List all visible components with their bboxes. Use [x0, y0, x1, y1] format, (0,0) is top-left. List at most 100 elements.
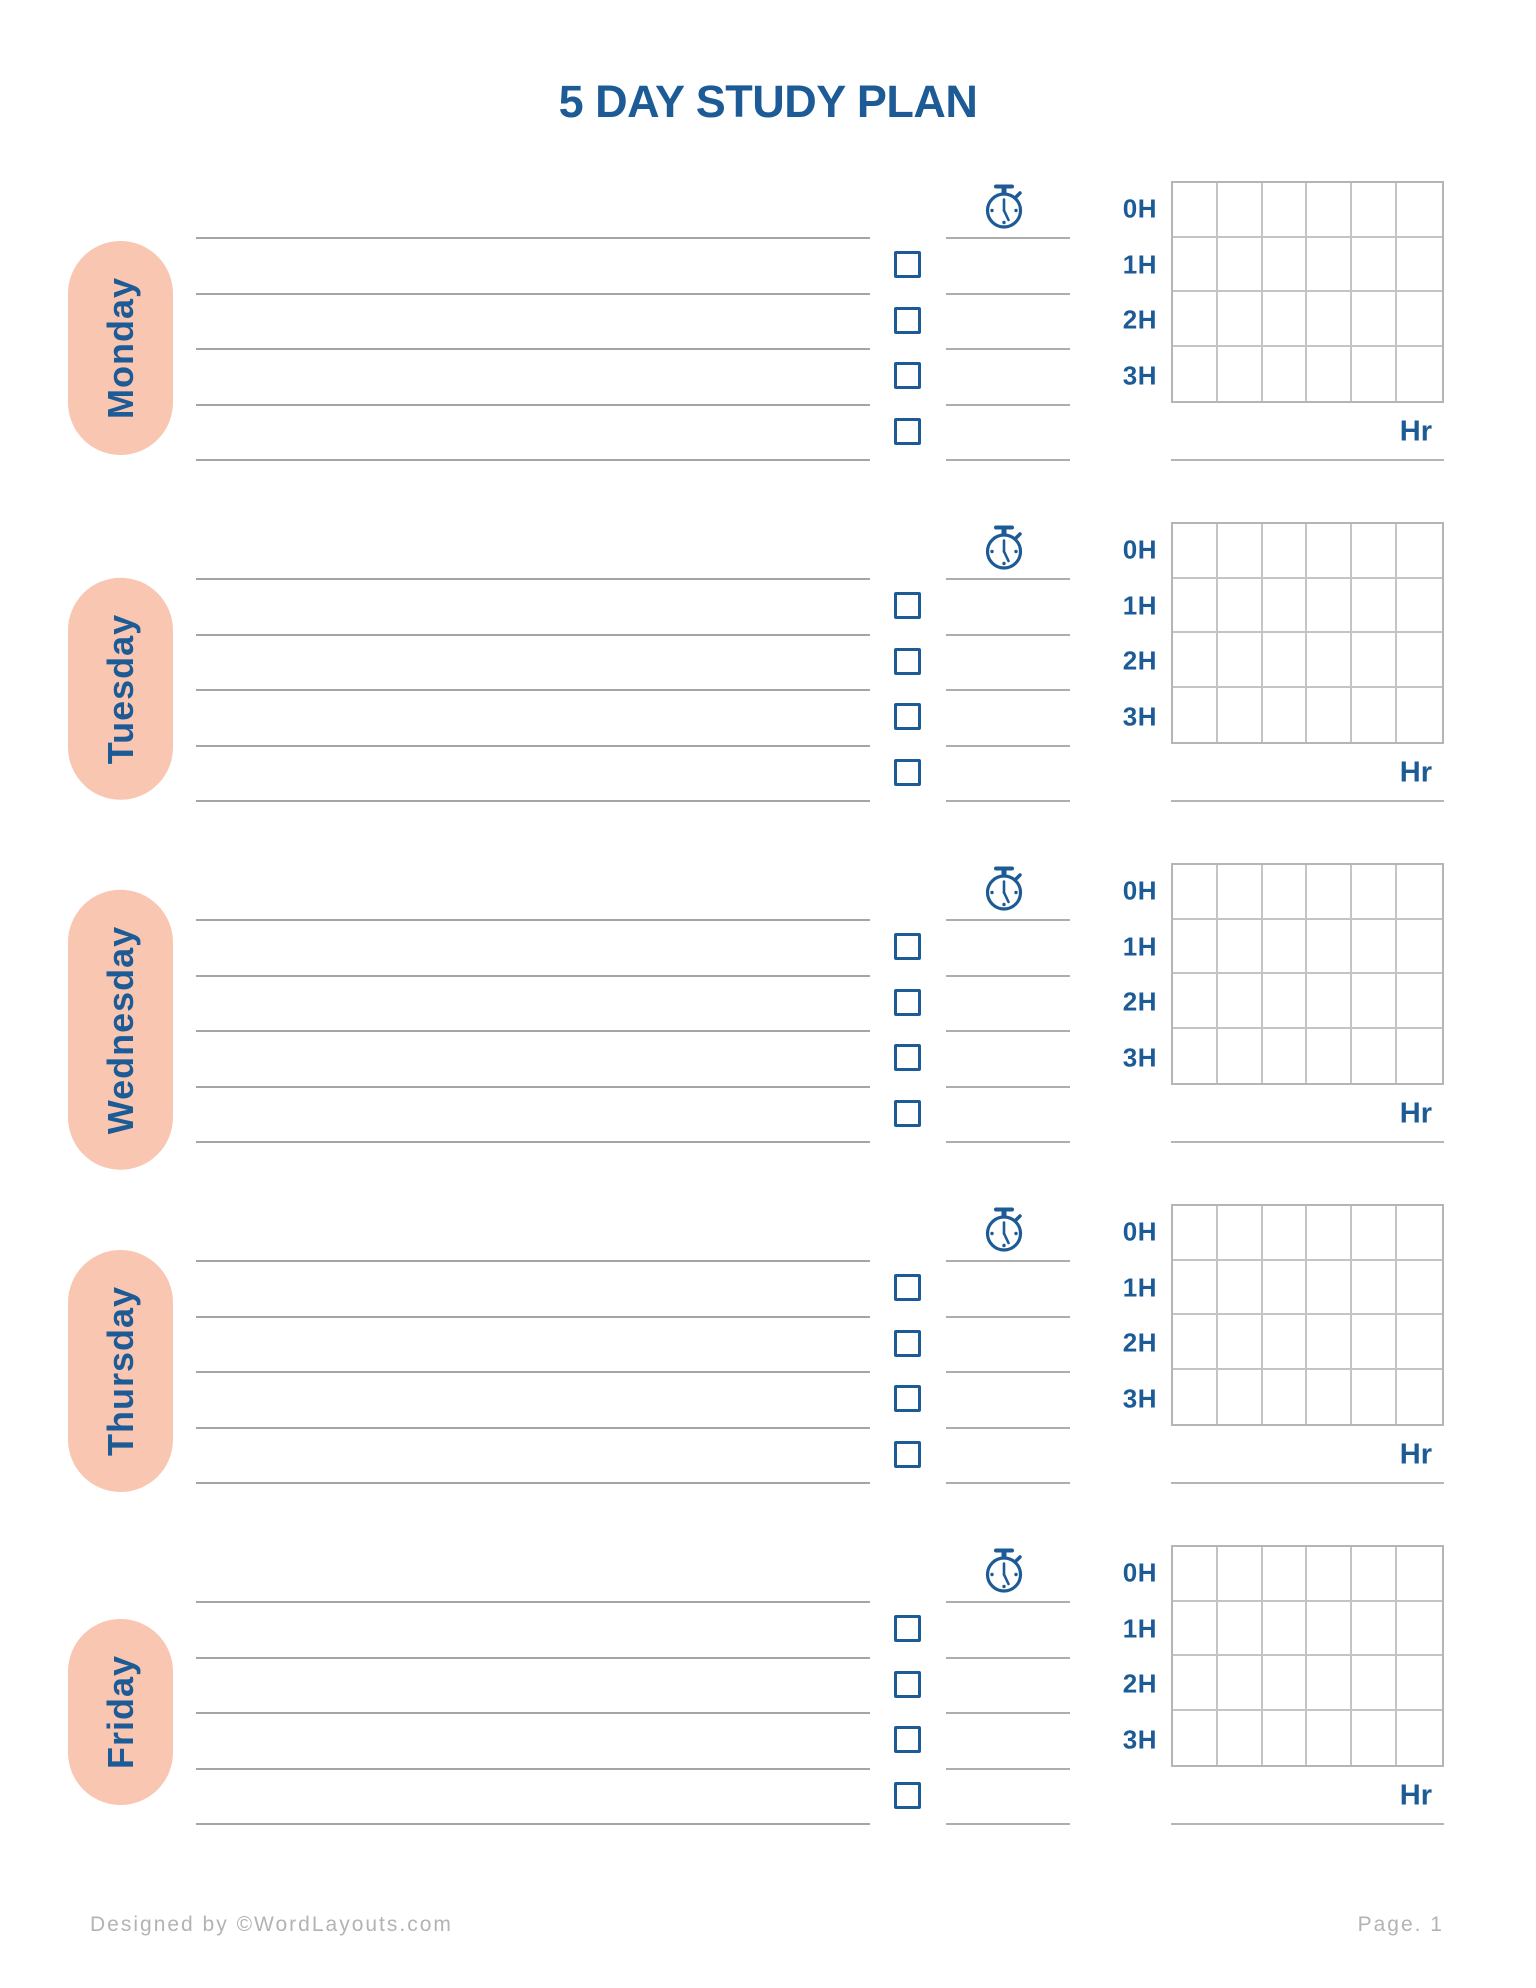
hour-grid-cell[interactable]: [1263, 1369, 1308, 1424]
hour-grid-cell[interactable]: [1262, 524, 1308, 579]
hour-grid-cell[interactable]: [1307, 346, 1353, 401]
hour-grid-cell[interactable]: [1352, 974, 1398, 1029]
hour-grid-cell[interactable]: [1263, 1028, 1308, 1083]
hour-grid-cell[interactable]: [1307, 1710, 1353, 1765]
task-checkbox[interactable]: [894, 1100, 921, 1127]
hour-grid-cell[interactable]: [1307, 1547, 1353, 1602]
task-checkbox[interactable]: [894, 989, 921, 1016]
hour-grid-cell[interactable]: [1173, 1710, 1218, 1765]
hour-grid-cell[interactable]: [1352, 346, 1398, 401]
task-checkbox[interactable]: [894, 1330, 921, 1357]
hour-grid-cell[interactable]: [1307, 919, 1353, 974]
hour-grid-cell[interactable]: [1217, 1206, 1263, 1261]
task-checkbox[interactable]: [894, 362, 921, 389]
hour-grid-cell[interactable]: [1397, 920, 1442, 974]
hour-grid-cell[interactable]: [1218, 1369, 1263, 1424]
hour-grid-cell[interactable]: [1217, 1601, 1263, 1656]
hour-grid-cell[interactable]: [1397, 633, 1442, 688]
hour-grid-cell[interactable]: [1218, 687, 1263, 742]
hour-grid-cell[interactable]: [1262, 1547, 1308, 1602]
hour-grid-cell[interactable]: [1173, 237, 1218, 292]
hour-grid-cell[interactable]: [1217, 524, 1263, 579]
hour-grid-cell[interactable]: [1352, 1315, 1398, 1370]
hour-grid-cell[interactable]: [1307, 1369, 1353, 1424]
hour-grid-cell[interactable]: [1173, 865, 1218, 920]
hour-grid-cell[interactable]: [1217, 292, 1263, 347]
hour-grid-cell[interactable]: [1262, 919, 1308, 974]
hour-grid-cell[interactable]: [1307, 1656, 1353, 1711]
hour-grid-cell[interactable]: [1217, 183, 1263, 238]
hour-grid-cell[interactable]: [1307, 1601, 1353, 1656]
hour-grid-cell[interactable]: [1263, 687, 1308, 742]
hour-grid-cell[interactable]: [1217, 1656, 1263, 1711]
hour-grid-cell[interactable]: [1173, 1028, 1218, 1083]
hour-grid-cell[interactable]: [1352, 578, 1398, 633]
hour-grid-cell[interactable]: [1352, 292, 1398, 347]
hour-grid-cell[interactable]: [1307, 578, 1353, 633]
hour-grid-cell[interactable]: [1218, 346, 1263, 401]
hour-grid-cell[interactable]: [1217, 1260, 1263, 1315]
hour-grid-cell[interactable]: [1307, 865, 1353, 920]
hour-grid-cell[interactable]: [1307, 633, 1353, 688]
hour-grid-cell[interactable]: [1352, 633, 1398, 688]
hour-grid-cell[interactable]: [1173, 974, 1218, 1029]
hour-grid-cell[interactable]: [1397, 238, 1442, 292]
hour-grid-cell[interactable]: [1307, 1315, 1353, 1370]
hour-grid-cell[interactable]: [1173, 919, 1218, 974]
hour-grid-cell[interactable]: [1397, 974, 1442, 1029]
hour-grid-cell[interactable]: [1352, 865, 1398, 920]
hour-grid-cell[interactable]: [1263, 346, 1308, 401]
hour-grid-cell[interactable]: [1352, 1260, 1398, 1315]
hour-grid-cell[interactable]: [1173, 687, 1218, 742]
hour-grid-cell[interactable]: [1352, 1601, 1398, 1656]
hour-grid-cell[interactable]: [1173, 1601, 1218, 1656]
hour-grid-cell[interactable]: [1262, 1260, 1308, 1315]
task-checkbox[interactable]: [894, 759, 921, 786]
hour-grid-cell[interactable]: [1397, 1547, 1442, 1602]
hour-grid-cell[interactable]: [1217, 1547, 1263, 1602]
task-checkbox[interactable]: [894, 933, 921, 960]
hour-grid-cell[interactable]: [1307, 183, 1353, 238]
hour-grid-cell[interactable]: [1173, 1315, 1218, 1370]
hour-grid-cell[interactable]: [1307, 974, 1353, 1029]
hour-grid-cell[interactable]: [1217, 974, 1263, 1029]
hour-grid-cell[interactable]: [1262, 1601, 1308, 1656]
hour-grid-cell[interactable]: [1217, 633, 1263, 688]
hour-grid-cell[interactable]: [1173, 578, 1218, 633]
task-checkbox[interactable]: [894, 1441, 921, 1468]
task-checkbox[interactable]: [894, 1274, 921, 1301]
hour-grid-cell[interactable]: [1397, 1206, 1442, 1261]
hour-grid-cell[interactable]: [1262, 1315, 1308, 1370]
hour-grid-cell[interactable]: [1173, 183, 1218, 238]
hour-grid-cell[interactable]: [1173, 524, 1218, 579]
hour-grid-cell[interactable]: [1397, 1029, 1442, 1084]
hour-grid-cell[interactable]: [1173, 633, 1218, 688]
hour-grid-cell[interactable]: [1173, 292, 1218, 347]
hour-grid-cell[interactable]: [1173, 346, 1218, 401]
hour-grid-cell[interactable]: [1397, 183, 1442, 238]
task-checkbox[interactable]: [894, 1671, 921, 1698]
hour-grid-cell[interactable]: [1352, 1710, 1398, 1765]
hour-grid-cell[interactable]: [1397, 1711, 1442, 1766]
hour-grid-cell[interactable]: [1262, 292, 1308, 347]
hour-grid-cell[interactable]: [1397, 292, 1442, 347]
hour-grid-cell[interactable]: [1262, 865, 1308, 920]
hour-grid-cell[interactable]: [1218, 1710, 1263, 1765]
hour-grid-cell[interactable]: [1218, 1028, 1263, 1083]
task-checkbox[interactable]: [894, 1615, 921, 1642]
hour-grid-cell[interactable]: [1352, 1547, 1398, 1602]
hour-grid-cell[interactable]: [1217, 578, 1263, 633]
hour-grid-cell[interactable]: [1307, 1260, 1353, 1315]
hour-grid-cell[interactable]: [1217, 1315, 1263, 1370]
hour-grid-cell[interactable]: [1307, 524, 1353, 579]
task-checkbox[interactable]: [894, 418, 921, 445]
task-checkbox[interactable]: [894, 1782, 921, 1809]
hour-grid-cell[interactable]: [1352, 237, 1398, 292]
hour-grid-cell[interactable]: [1397, 347, 1442, 402]
task-checkbox[interactable]: [894, 1726, 921, 1753]
hour-grid-cell[interactable]: [1307, 687, 1353, 742]
hour-grid-cell[interactable]: [1262, 633, 1308, 688]
hour-grid-cell[interactable]: [1307, 292, 1353, 347]
hour-grid-cell[interactable]: [1397, 579, 1442, 633]
hour-grid-cell[interactable]: [1262, 578, 1308, 633]
